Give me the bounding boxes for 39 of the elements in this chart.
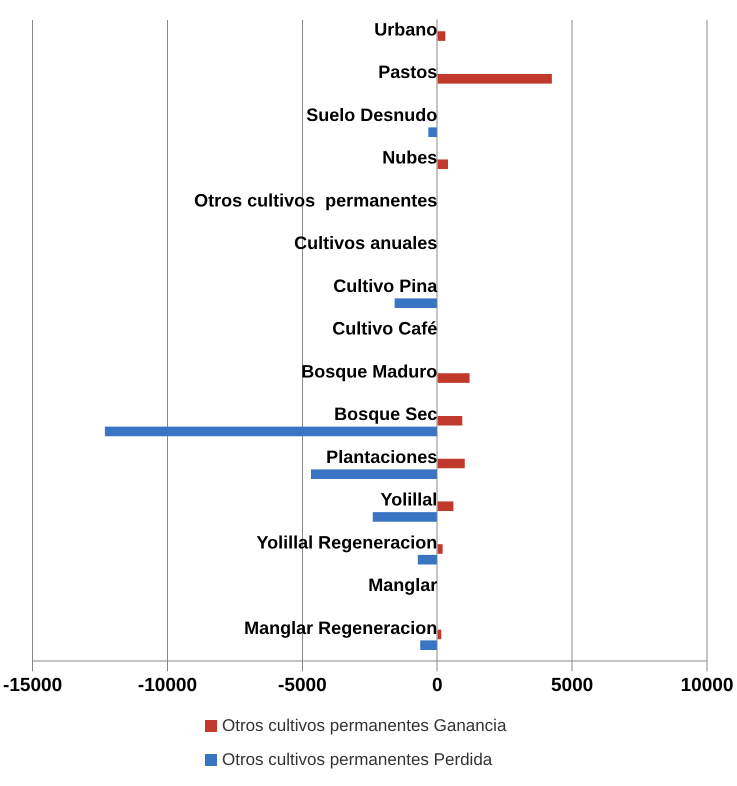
y-tick-label: Manglar Regeneracion: [244, 618, 438, 638]
bar: [438, 458, 465, 468]
bar: [428, 127, 437, 138]
bar: [104, 426, 437, 436]
y-tick-label: Bosque Maduro: [301, 361, 438, 382]
bar: [438, 74, 552, 84]
y-tick-label: Urbano: [374, 19, 438, 40]
y-tick-label: Pastos: [378, 62, 438, 82]
y-tick-label: Yolillal: [380, 490, 438, 510]
y-tick-label: Plantaciones: [326, 446, 438, 467]
legend-label: Otros cultivos permanentes Ganancia: [222, 716, 506, 736]
y-tick-label: Otros cultivos permanentes: [194, 190, 438, 210]
bar: [372, 512, 437, 522]
bar: [438, 501, 454, 512]
x-tick-label: 10000: [680, 674, 734, 696]
bar: [438, 416, 462, 426]
bar: [310, 469, 437, 479]
x-tick-label: -5000: [278, 674, 327, 696]
legend-label: Otros cultivos permanentes Perdida: [222, 750, 492, 770]
x-tick-label: 0: [432, 674, 443, 696]
bar: [438, 373, 470, 383]
x-tick-label: -10000: [138, 674, 198, 696]
x-tick-label: -15000: [2, 674, 62, 696]
y-tick-label: Manglar: [368, 575, 438, 596]
y-tick-label: Bosque Sec: [334, 404, 438, 424]
y-tick-label: Cultivo Café: [332, 318, 438, 339]
y-tick-label: Suelo Desnudo: [306, 104, 438, 125]
y-tick-label: Cultivos anuales: [294, 233, 438, 254]
bar: [418, 554, 437, 564]
bar: [394, 298, 437, 308]
bar: [438, 159, 448, 170]
bar: [420, 640, 437, 650]
bar: [438, 31, 446, 41]
y-tick-label: Nubes: [382, 148, 438, 168]
bar: [438, 544, 443, 554]
bar: [438, 630, 442, 640]
x-tick-label: 5000: [550, 674, 594, 696]
y-tick-label: Yolillal Regeneracion: [256, 532, 438, 552]
y-tick-label: Cultivo Pina: [333, 276, 438, 296]
